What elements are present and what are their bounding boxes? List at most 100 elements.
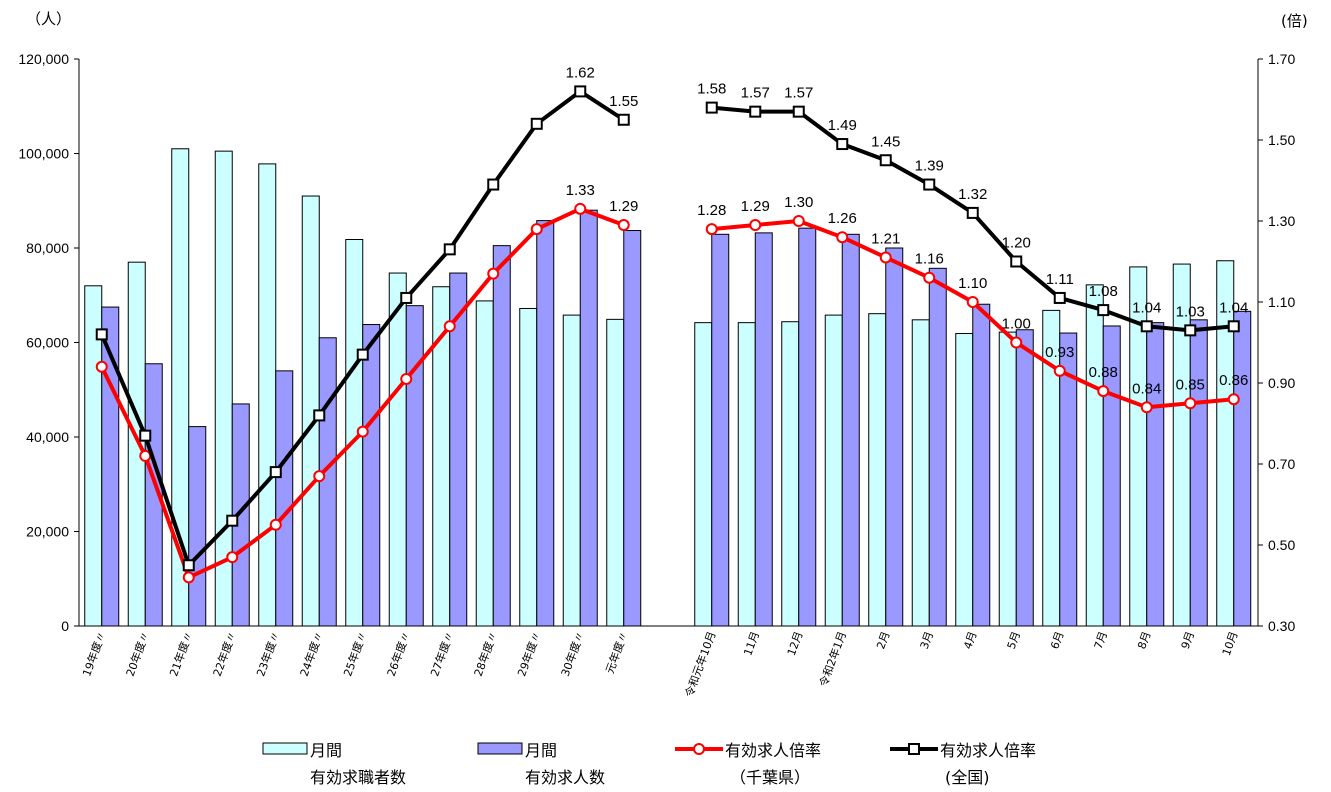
legend-national-ratio-swatch-marker xyxy=(908,743,920,755)
chiba-ratio-point xyxy=(95,360,108,373)
legend-chiba-ratio-label: 有効求人倍率 xyxy=(725,741,821,760)
chiba-ratio-point xyxy=(530,223,543,236)
national-ratio-data-label: 1.57 xyxy=(784,85,813,102)
x-tick-label: 9月 xyxy=(1179,630,1197,651)
right-tick-label: 1.10 xyxy=(1268,294,1295,310)
legend-chiba-ratio-label: （千葉県） xyxy=(730,768,810,787)
job-openings-bar xyxy=(579,209,598,627)
national-ratio-data-label: 1.04 xyxy=(1219,299,1248,316)
legend-chiba-ratio: 有効求人倍率 （千葉県） xyxy=(675,741,821,787)
job-openings-bar xyxy=(536,220,555,627)
x-tick-label: 20年度〃 xyxy=(123,629,152,678)
x-tick-label: 26年度〃 xyxy=(384,629,413,678)
chiba-ratio-point xyxy=(269,518,282,531)
x-tick-label: 6月 xyxy=(1048,630,1066,651)
national-ratio-data-label: 1.57 xyxy=(741,85,770,102)
chiba-ratio-data-label: 1.16 xyxy=(915,251,944,268)
national-ratio-data-label: 1.45 xyxy=(871,133,900,150)
chiba-ratio-point xyxy=(1184,397,1197,410)
job-openings-bar xyxy=(928,267,947,627)
legend-job-seekers-swatch xyxy=(262,742,308,755)
job-seekers-bar xyxy=(998,331,1017,627)
national-ratio-point xyxy=(966,206,979,219)
national-ratio-point xyxy=(269,466,282,479)
national-ratio-data-label: 1.32 xyxy=(958,186,987,203)
national-ratio-data-label: 1.62 xyxy=(566,64,595,81)
x-tick-label: 21年度〃 xyxy=(166,629,195,678)
national-ratio-point xyxy=(879,154,892,167)
data-labels-layer: 1.33 1.29 1.28 1.29 1.30 1.26 1.21 1.16 1.10 1.00… xyxy=(566,64,1249,397)
right-tick-label: 0.70 xyxy=(1268,456,1295,472)
national-ratio-point xyxy=(574,85,587,98)
job-seekers-bar xyxy=(475,300,494,627)
national-ratio-point xyxy=(443,243,456,256)
chiba-ratio-point xyxy=(400,372,413,385)
x-tick-label: 30年度〃 xyxy=(558,629,587,678)
chiba-ratio-point xyxy=(574,202,587,215)
national-ratio-data-label: 1.04 xyxy=(1132,299,1161,316)
legend-national-ratio-label: (全国) xyxy=(945,768,990,787)
right-tick-label: 0.30 xyxy=(1268,618,1295,634)
national-ratio-point xyxy=(530,117,543,130)
job-openings-bar xyxy=(885,247,904,627)
job-openings-bar xyxy=(754,232,773,627)
national-ratio-point xyxy=(1227,320,1240,333)
x-tick-label: 令和2年1月 xyxy=(816,629,849,688)
x-tick-label: 2月 xyxy=(874,630,892,651)
chiba-ratio-point xyxy=(617,219,630,232)
job-openings-bar xyxy=(1015,329,1034,627)
national-ratio-point xyxy=(617,113,630,126)
national-ratio-data-label: 1.39 xyxy=(915,158,944,175)
job-openings-bar xyxy=(798,227,817,627)
chiba-ratio-point xyxy=(705,223,718,236)
legend-job-openings-swatch xyxy=(477,742,523,755)
national-ratio-point xyxy=(356,348,369,361)
national-ratio-point xyxy=(400,291,413,304)
national-ratio-data-label: 1.49 xyxy=(828,117,857,134)
chiba-ratio-point xyxy=(487,267,500,280)
left-tick-label: 0 xyxy=(61,618,69,634)
left-tick-label: 20,000 xyxy=(26,524,69,540)
legend-national-ratio-label: 有効求人倍率 xyxy=(940,741,1036,760)
national-ratio-point xyxy=(1010,255,1023,268)
left-axis-unit: （人） xyxy=(26,10,71,28)
bars-layer xyxy=(84,148,1252,627)
chiba-ratio-point xyxy=(443,320,456,333)
chiba-ratio-point xyxy=(923,271,936,284)
chiba-ratio-point xyxy=(1227,393,1240,406)
right-tick-label: 1.50 xyxy=(1268,132,1295,148)
job-seekers-bar xyxy=(388,272,407,627)
national-ratio-point xyxy=(226,514,239,527)
left-tick-label: 80,000 xyxy=(26,240,69,256)
job-seekers-bar xyxy=(562,314,581,627)
chiba-ratio-data-label: 0.86 xyxy=(1219,372,1248,389)
job-openings-bar xyxy=(362,324,381,627)
chiba-ratio-point xyxy=(1097,385,1110,398)
chiba-ratio-point xyxy=(879,251,892,264)
chiba-ratio-data-label: 0.93 xyxy=(1045,344,1074,361)
job-openings-bar xyxy=(1189,319,1208,627)
left-tick-label: 60,000 xyxy=(26,335,69,351)
job-seekers-bar xyxy=(955,333,974,627)
job-seekers-bar xyxy=(519,307,538,627)
chiba-ratio-point xyxy=(226,551,239,564)
job-seekers-bar xyxy=(127,261,146,627)
chiba-ratio-point xyxy=(1140,401,1153,414)
x-tick-label: 7月 xyxy=(1092,630,1110,651)
chiba-ratio-data-label: 1.33 xyxy=(566,182,595,199)
job-openings-bar xyxy=(972,303,991,627)
job-seekers-bar xyxy=(1085,284,1104,627)
national-ratio-point xyxy=(923,178,936,191)
legend-job-openings-label: 月間 xyxy=(525,741,557,760)
chiba-ratio-data-label: 1.29 xyxy=(741,198,770,215)
x-tick-label: 8月 xyxy=(1135,630,1153,651)
legend-national-ratio: 有効求人倍率 (全国) xyxy=(890,741,1036,787)
job-openings-bar xyxy=(405,305,424,627)
chiba-ratio-point xyxy=(1053,364,1066,377)
job-seekers-bar xyxy=(868,313,887,627)
right-tick-label: 1.70 xyxy=(1268,51,1295,67)
chiba-ratio-point xyxy=(182,571,195,584)
